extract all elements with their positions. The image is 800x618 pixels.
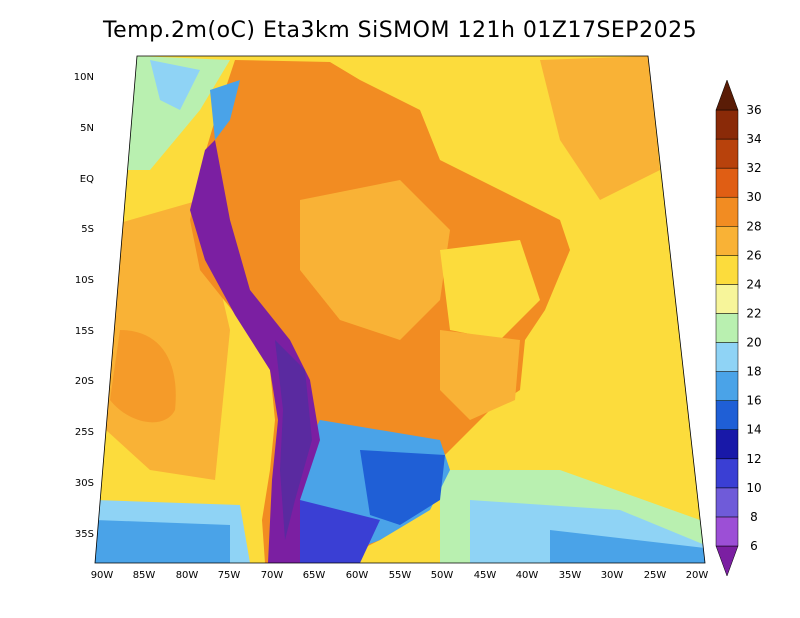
- colorbar-label: 12: [746, 452, 761, 466]
- continent-south-cold: [360, 450, 445, 525]
- colorbar-segment: [715, 167, 739, 198]
- lon-label: 60W: [346, 570, 369, 581]
- andes-core: [275, 340, 312, 540]
- colorbar-label: 26: [746, 248, 761, 262]
- lon-label: 20W: [686, 570, 709, 581]
- andes-north: [210, 80, 240, 140]
- colorbar-segment: [715, 196, 739, 227]
- colorbar-bottom-triangle: [715, 545, 739, 577]
- lon-label: 25W: [644, 570, 667, 581]
- colorbar-segment: [715, 109, 739, 140]
- lon-label: 35W: [559, 570, 582, 581]
- lon-axis: 90W 85W 80W 75W 70W 65W 60W 55W 50W 45W …: [91, 570, 709, 581]
- colorbar-segment: [715, 138, 739, 169]
- ocean-colder-sw: [95, 520, 230, 563]
- continent-patagonia: [290, 500, 380, 563]
- lon-label: 75W: [218, 570, 241, 581]
- lon-label: 90W: [91, 570, 114, 581]
- continent-east: [440, 240, 540, 340]
- colorbar-label: 8: [750, 510, 758, 524]
- ocean-atlantic-s: [560, 290, 690, 470]
- colorbar-segment: [715, 284, 739, 314]
- colorbar-label: 6: [750, 539, 758, 553]
- colorbar-label: 18: [746, 365, 761, 379]
- colorbar-label: 24: [746, 277, 761, 291]
- lon-label: 45W: [474, 570, 497, 581]
- colorbar-segment: [715, 429, 739, 460]
- lon-label: 65W: [303, 570, 326, 581]
- lat-label: 10S: [75, 275, 94, 286]
- lon-label: 85W: [133, 570, 156, 581]
- colorbar-label: 32: [746, 161, 761, 175]
- lon-label: 30W: [601, 570, 624, 581]
- lat-label: 20S: [75, 376, 94, 387]
- colorbar: 6 8 10 12 14 16 18 20 22 24 26 28 30 32 34 36: [715, 79, 762, 577]
- colorbar-label: 36: [746, 103, 761, 117]
- colorbar-segment: [715, 487, 739, 518]
- colorbar-segment: [715, 458, 739, 489]
- continent-interior: [300, 180, 450, 340]
- lat-label: 5S: [81, 224, 94, 235]
- lon-label: 55W: [389, 570, 412, 581]
- colorbar-segment: [715, 255, 739, 285]
- continent-se: [440, 330, 520, 420]
- colorbar-label: 28: [746, 219, 761, 233]
- colorbar-label: 14: [746, 423, 761, 437]
- map-title: Temp.2m(oC) Eta3km SiSMOM 121h 01Z17SEP2…: [102, 18, 698, 43]
- colorbar-segment: [715, 371, 739, 401]
- colorbar-label: 16: [746, 394, 761, 408]
- lat-label: 25S: [75, 427, 94, 438]
- colorbar-label: 34: [746, 132, 761, 146]
- lat-label: EQ: [80, 174, 94, 185]
- colorbar-label: 30: [746, 190, 761, 204]
- lat-label: 5N: [80, 123, 94, 134]
- ocean-cool-nw2: [150, 60, 200, 110]
- colorbar-segment: [715, 342, 739, 372]
- lat-axis: 10N 5N EQ 5S 10S 15S 20S 25S 30S 35S: [74, 72, 94, 540]
- domain-border: [94, 55, 706, 564]
- ocean-coldest-se: [550, 530, 705, 563]
- ocean-warm-atlantic-n: [540, 56, 660, 200]
- lon-label: 50W: [431, 570, 454, 581]
- map-field: [95, 56, 705, 563]
- colorbar-label: 22: [746, 306, 761, 320]
- ocean-hot-patch: [110, 330, 176, 423]
- colorbar-top-triangle: [715, 79, 739, 111]
- ocean-cool-nw: [110, 56, 230, 170]
- lon-label: 70W: [261, 570, 284, 581]
- colorbar-segment: [715, 313, 739, 343]
- colorbar-label: 20: [746, 336, 761, 350]
- lat-label: 10N: [74, 72, 94, 83]
- colorbar-label: 10: [746, 481, 761, 495]
- colorbar-segment: [715, 516, 739, 547]
- lon-label: 40W: [516, 570, 539, 581]
- lat-label: 15S: [75, 326, 94, 337]
- lat-label: 35S: [75, 529, 94, 540]
- lon-label: 80W: [176, 570, 199, 581]
- colorbar-segment: [715, 226, 739, 256]
- lat-label: 30S: [75, 478, 94, 489]
- colorbar-segment: [715, 400, 739, 430]
